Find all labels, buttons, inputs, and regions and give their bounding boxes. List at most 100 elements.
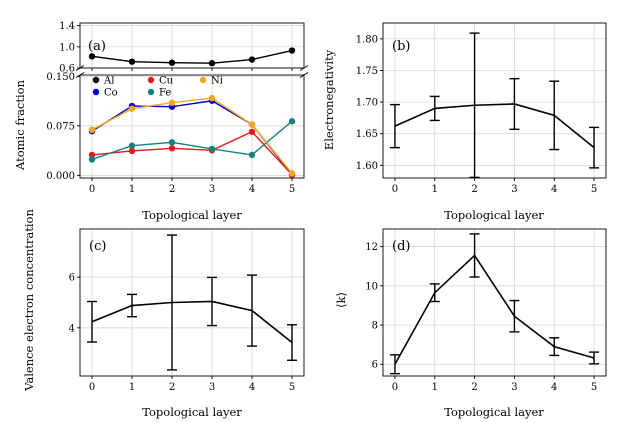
- panel-a-series-cu-point-4: [248, 128, 256, 135]
- panel-a-legend-label-fe: Fe: [159, 88, 171, 99]
- panel-c-frame: [79, 228, 305, 377]
- panel-a-lower-frame: [79, 74, 305, 179]
- panel-a-lower-xtick-label-4: 4: [249, 184, 255, 195]
- panel-a-series-al-point-3: [208, 60, 216, 67]
- panel-a-legend-marker-ni: [199, 76, 207, 84]
- panel-a-legend-marker-co: [92, 88, 100, 96]
- panel-a: 0.6 1.0 1.4 0 1 2 3 4 5 0.000 0.075 0.150 (a) Atom…: [13, 21, 309, 222]
- panel-a-series-ni-point-1: [128, 105, 136, 112]
- panel-a-lower-plot: 0 1 2 3 4 5 0.000 0.075 0.150: [46, 72, 305, 195]
- panel-b-letter: (b): [392, 39, 410, 54]
- panel-d-xlabel: Topological layer: [444, 405, 544, 419]
- panel-a-legend-label-al: Al: [103, 76, 114, 87]
- panel-b-frame: [382, 22, 607, 179]
- panel-b-ytick-label-0: 1.60: [356, 161, 378, 172]
- panel-a-series-cu-point-2: [168, 145, 176, 152]
- panel-d-letter: (d): [392, 239, 410, 254]
- panel-a-series-cu-line: [91, 130, 293, 176]
- panel-b-xtick-label-5: 5: [591, 184, 597, 195]
- panel-a-series-fe-point-3: [208, 145, 216, 153]
- panel-a-series-fe-point-4: [248, 151, 256, 159]
- panel-b-ytick-label-3: 1.75: [356, 66, 378, 77]
- panel-d-ylabel: ⟨k⟩: [334, 292, 348, 308]
- panel-a-break-mark-3: [299, 72, 309, 78]
- panel-c-letter: (c): [89, 239, 106, 254]
- panel-d-xtick-label-0: 0: [392, 382, 398, 393]
- panel-d-series-line: [394, 254, 595, 365]
- panel-c-xtick-label-2: 2: [169, 382, 175, 393]
- panel-a-upper-plot: 0.6 1.0 1.4: [59, 21, 305, 75]
- panel-a-letter: (a): [88, 39, 106, 54]
- panel-b-xtick-label-1: 1: [432, 184, 438, 195]
- panel-b-ytick-label-1: 1.65: [356, 129, 378, 140]
- panel-a-series-ni-point-3: [208, 94, 216, 102]
- panel-d-frame: [382, 228, 607, 377]
- panel-b-xtick-label-3: 3: [511, 184, 517, 195]
- panel-c-ytick-label-1: 6: [69, 273, 75, 284]
- panel-a-series-al-point-1: [128, 58, 136, 65]
- panel-a-upper-ytick-label-2: 1.4: [59, 21, 75, 32]
- panel-d-errorbar-5: [589, 351, 600, 365]
- panel-a-series-ni-point-0: [88, 126, 96, 134]
- panel-c-xtick-label-5: 5: [289, 382, 295, 393]
- panel-c-xtick-label-0: 0: [89, 382, 95, 393]
- panel-a-series-cu-point-1: [128, 147, 136, 155]
- panel-b-ytick-label-4: 1.80: [356, 34, 378, 45]
- panel-c-xtick-label-4: 4: [249, 382, 255, 393]
- panel-a-legend-label-co: Co: [104, 88, 118, 99]
- panel-a-lower-xtick-label-5: 5: [289, 184, 295, 195]
- panel-a-upper-frame: [79, 22, 305, 69]
- panel-c-ylabel: Valence electron concentration: [22, 209, 36, 392]
- panel-d-ytick-label-1: 8: [372, 321, 378, 332]
- panel-a-series-fe-line: [91, 120, 293, 161]
- panel-b-ylabel: Electronegativity: [322, 49, 336, 150]
- panel-b: 0 1 2 3 4 5 1.60 1.65 1.70 1.75 1.80 (b) Electrone…: [322, 22, 607, 222]
- panel-a-legend-marker-fe: [147, 88, 155, 96]
- panel-b-xtick-label-4: 4: [551, 184, 557, 195]
- panel-b-plot: 0 1 2 3 4 5 1.60 1.65 1.70 1.75 1.80: [356, 22, 607, 195]
- panel-d-xtick-label-3: 3: [511, 382, 517, 393]
- panel-a-break-mark-1: [75, 72, 85, 78]
- panel-b-xtick-label-0: 0: [392, 184, 398, 195]
- panel-d-ytick-label-3: 12: [365, 242, 378, 253]
- panel-a-series-fe-point-5: [288, 118, 296, 125]
- panel-c-xlabel: Topological layer: [142, 405, 242, 419]
- panel-b-xlabel: Topological layer: [444, 208, 544, 222]
- panel-b-ytick-label-2: 1.70: [356, 98, 378, 109]
- panel-d-ytick-label-2: 10: [365, 281, 378, 292]
- panel-a-break-mark-2: [299, 65, 309, 71]
- panel-c: 0 1 2 3 4 5 4 6 (c) Valence electron concentrat…: [22, 209, 305, 419]
- panel-a-series-al-point-0: [88, 53, 96, 60]
- panel-a-legend-label-cu: Cu: [159, 76, 174, 87]
- panel-c-ytick-label-0: 4: [69, 323, 75, 334]
- panel-d-xtick-label-5: 5: [591, 382, 597, 393]
- panel-c-xtick-label-3: 3: [209, 382, 215, 393]
- panel-a-lower-ytick-label-1: 0.075: [46, 121, 75, 132]
- panel-a-lower-ytick-label-2: 0.150: [46, 72, 75, 83]
- panel-a-legend-marker-al: [92, 76, 100, 84]
- panel-a-lower-ytick-label-0: 0.000: [46, 171, 75, 182]
- panel-d-xtick-label-4: 4: [551, 382, 557, 393]
- panel-a-xlabel: Topological layer: [142, 208, 242, 222]
- panel-d-ytick-label-0: 6: [372, 360, 378, 371]
- panel-d-xtick-label-2: 2: [471, 382, 477, 393]
- panel-a-upper-ytick-label-1: 1.0: [59, 42, 75, 53]
- panel-a-lower-xtick-label-3: 3: [209, 184, 215, 195]
- panel-a-series-al-line: [91, 49, 293, 64]
- panel-a-series-fe-point-1: [128, 142, 136, 149]
- panel-a-series-ni-point-5: [288, 170, 296, 177]
- panel-a-series-fe-point-0: [88, 156, 96, 163]
- panel-a-legend-label-ni: Ni: [211, 76, 223, 87]
- panel-a-series-cu-point-0: [88, 151, 96, 159]
- panel-c-plot: 0 1 2 3 4 5 4 6: [69, 228, 305, 393]
- panel-a-series-ni-point-4: [248, 121, 256, 128]
- panel-c-xtick-label-1: 1: [129, 382, 135, 393]
- panel-b-xtick-label-2: 2: [471, 184, 477, 195]
- panel-a-series-al-point-2: [168, 59, 176, 66]
- panel-a-series-fe-point-2: [168, 139, 176, 146]
- panel-a-series-ni-line: [91, 97, 293, 174]
- panel-a-lower-xtick-label-0: 0: [89, 184, 95, 195]
